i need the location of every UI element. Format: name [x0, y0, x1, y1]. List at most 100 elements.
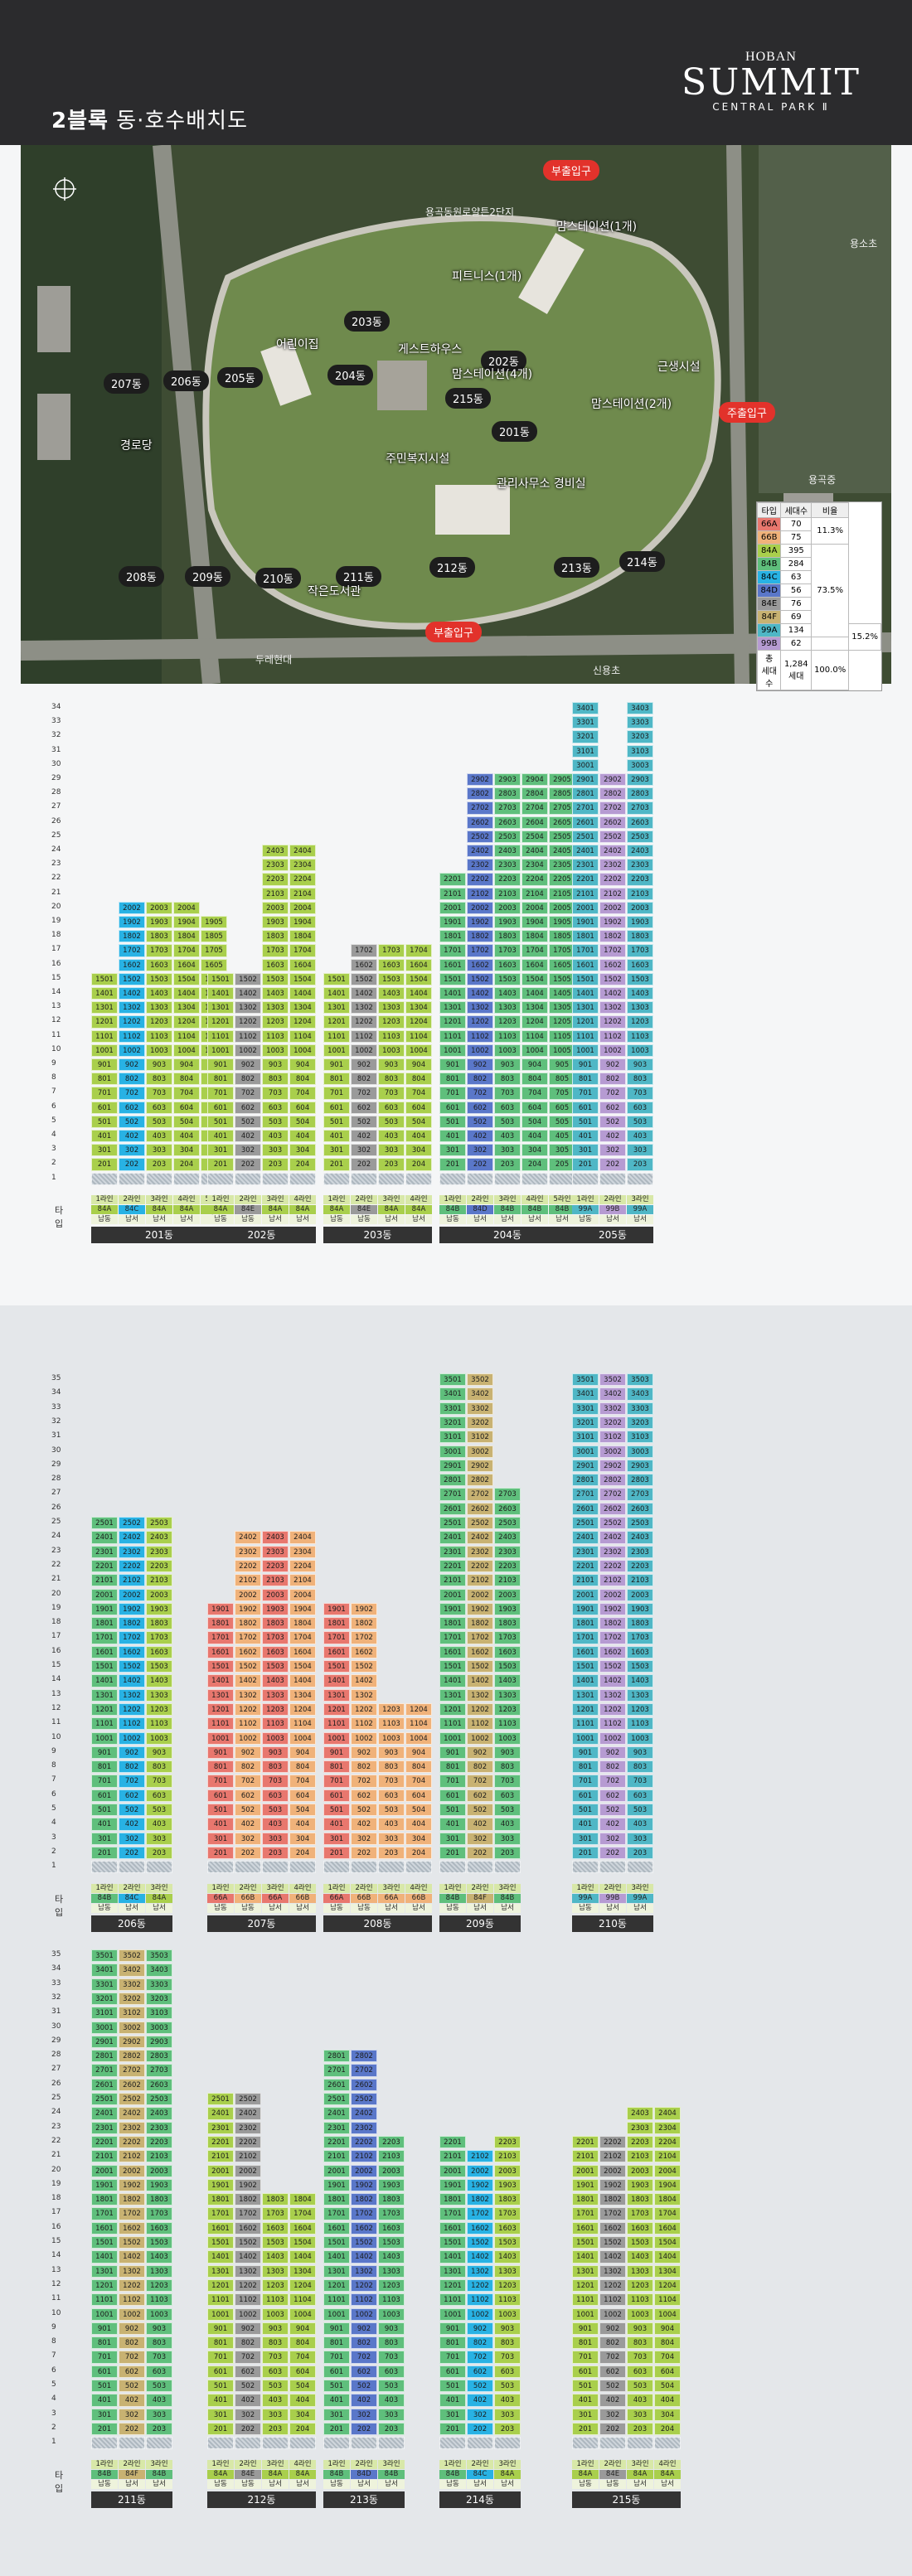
- unit-cell: 2403: [146, 1531, 172, 1544]
- unit-cell: 1902: [351, 2178, 377, 2192]
- unit-cell: 204: [289, 2422, 316, 2436]
- floor-label: 4: [51, 1818, 56, 1828]
- unit-cell: 2902: [119, 2035, 145, 2049]
- unit-cell: 1802: [119, 1617, 145, 1630]
- unit-cell: 504: [289, 1804, 316, 1817]
- legend-type: 66B: [756, 530, 782, 545]
- unit-cell: 1703: [627, 1631, 653, 1644]
- unit-cell: 901: [323, 1058, 350, 1072]
- type-label: 84A: [173, 1204, 200, 1214]
- unit-cell: 3202: [119, 1992, 145, 2006]
- unit-cell: 403: [146, 1130, 172, 1143]
- legend-type: 84F: [756, 610, 782, 624]
- unit-cell: 603: [494, 1789, 521, 1802]
- unit-cell: 1004: [289, 2307, 316, 2321]
- unit-cell: 1305: [549, 1001, 575, 1014]
- unit-cell: 3101: [91, 2007, 118, 2020]
- unit-cell: 2701: [572, 801, 599, 815]
- line-label: 2라인: [351, 2459, 377, 2469]
- unit-cell: 1101: [439, 2293, 466, 2307]
- unit-cell: 303: [494, 1832, 521, 1845]
- unit-cell: 1004: [289, 1043, 316, 1057]
- unit-cell: 2001: [323, 2164, 350, 2177]
- direction-label: 남동: [323, 1214, 350, 1224]
- unit-cell: 1402: [351, 2250, 377, 2264]
- unit-cell: 301: [91, 1832, 118, 1845]
- direction-label: 남동: [235, 1214, 261, 1224]
- unit-cell: 2101: [572, 1574, 599, 1587]
- unit-cell: 3002: [119, 2021, 145, 2034]
- pilotis-cell: [289, 1172, 316, 1185]
- unit-cell: 1002: [235, 1043, 261, 1057]
- floor-label: 32: [51, 1993, 61, 2002]
- unit-cell: 502: [599, 2380, 626, 2393]
- unit-cell: 2203: [627, 873, 653, 886]
- unit-cell: 203: [146, 1846, 172, 1860]
- unit-cell: 402: [467, 1130, 493, 1143]
- unit-cell: 2701: [91, 2064, 118, 2077]
- unit-cell: 3403: [627, 702, 653, 715]
- unit-cell: 501: [439, 1804, 466, 1817]
- unit-cell: 703: [146, 2351, 172, 2364]
- unit-cell: 2002: [467, 2164, 493, 2177]
- direction-label: 남서: [378, 1903, 405, 1913]
- line-label: 1라인: [207, 2459, 234, 2469]
- unit-cell: 1203: [378, 2278, 405, 2293]
- unit-cell: 2301: [439, 1545, 466, 1558]
- pilotis-cell: [207, 2437, 234, 2450]
- unit-cell: 501: [323, 2380, 350, 2393]
- unit-cell: 1001: [91, 1731, 118, 1745]
- unit-cell: 1401: [91, 987, 118, 1000]
- unit-cell: 802: [599, 1073, 626, 1086]
- unit-cell: 2904: [521, 773, 548, 787]
- unit-cell: 501: [91, 2380, 118, 2393]
- unit-cell: 1401: [91, 1674, 118, 1687]
- line-label: 3라인: [262, 1883, 289, 1893]
- unit-cell: 2003: [627, 2164, 653, 2177]
- type-label: 66B: [289, 1893, 316, 1903]
- legend-count: 63: [780, 570, 813, 584]
- unit-cell: 1202: [351, 2278, 377, 2293]
- unit-cell: 2002: [599, 2164, 626, 2177]
- unit-cell: 402: [351, 2394, 377, 2407]
- unit-cell: 2601: [572, 1502, 599, 1515]
- pilotis-cell: [654, 2437, 681, 2450]
- unit-cell: 2303: [146, 1545, 172, 1558]
- unit-cell: 2303: [627, 859, 653, 872]
- unit-cell: 701: [572, 1087, 599, 1100]
- unit-cell: 602: [599, 2365, 626, 2378]
- unit-cell: 1003: [627, 1043, 653, 1057]
- unit-cell: 902: [351, 1746, 377, 1760]
- unit-cell: 1403: [378, 987, 405, 1000]
- unit-cell: 2003: [627, 901, 653, 914]
- unit-cell: 2103: [146, 1574, 172, 1587]
- unit-cell: 2601: [323, 2078, 350, 2091]
- unit-cell: 2404: [654, 2107, 681, 2120]
- floor-label: 22: [51, 2136, 61, 2145]
- type-label: 84B: [378, 2469, 405, 2479]
- direction-label: 남동: [207, 2479, 234, 2489]
- unit-cell: 604: [405, 1101, 432, 1114]
- unit-cell: 904: [289, 1746, 316, 1760]
- unit-cell: 1901: [323, 1602, 350, 1616]
- line-label: 4라인: [521, 1194, 548, 1204]
- unit-cell: 602: [467, 1101, 493, 1114]
- unit-cell: 1701: [439, 1631, 466, 1644]
- floor-label: 30: [51, 1445, 61, 1455]
- unit-cell: 2302: [599, 1545, 626, 1558]
- unit-cell: 503: [262, 1804, 289, 1817]
- line-label: 1라인: [572, 2459, 599, 2469]
- line-label: 1라인: [207, 1194, 234, 1204]
- legend-count: 76: [780, 597, 813, 611]
- unit-cell: 2004: [173, 901, 200, 914]
- unit-type-legend: 타입 세대수 비율 66A 70 11.3% 66B 75 84A 395 73.5% 84B 284 8…: [756, 501, 882, 691]
- pilotis-cell: [91, 2437, 118, 2450]
- unit-cell: 1802: [351, 1617, 377, 1630]
- unit-cell: 2402: [467, 845, 493, 858]
- unit-cell: 1701: [323, 2207, 350, 2220]
- direction-label: 남서: [467, 1903, 493, 1913]
- unit-cell: 1104: [289, 1717, 316, 1731]
- unit-cell: 2101: [91, 1574, 118, 1587]
- unit-cell: 1203: [146, 2278, 172, 2293]
- unit-cell: 2103: [146, 2150, 172, 2163]
